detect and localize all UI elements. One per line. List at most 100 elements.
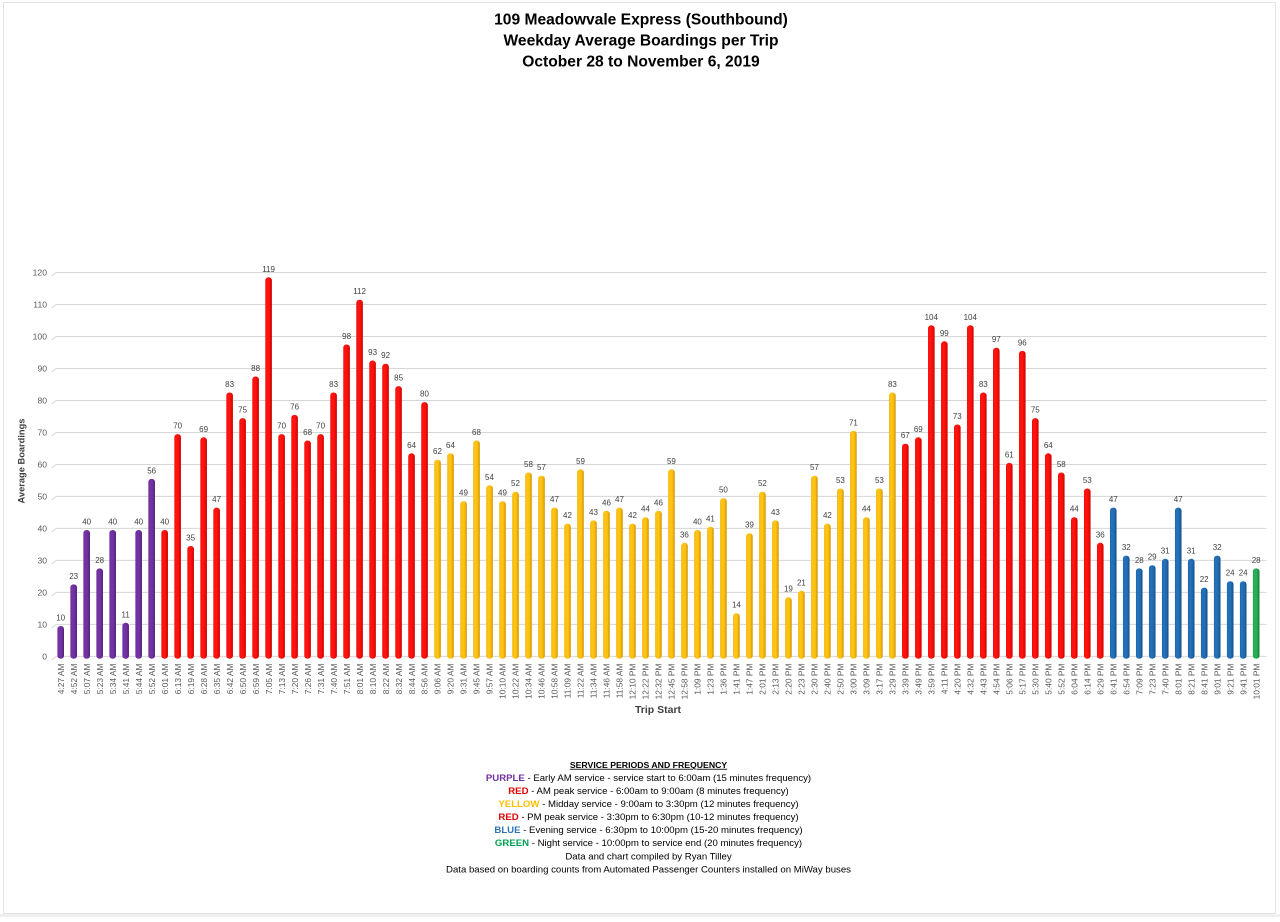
svg-text:47: 47: [615, 495, 624, 504]
svg-text:68: 68: [472, 428, 481, 437]
svg-text:24: 24: [1226, 569, 1235, 578]
svg-text:22: 22: [1200, 575, 1209, 584]
svg-text:60: 60: [37, 460, 47, 470]
svg-text:21: 21: [797, 578, 806, 587]
svg-text:3:59 PM: 3:59 PM: [927, 663, 937, 694]
svg-text:4:20 PM: 4:20 PM: [953, 663, 963, 694]
svg-text:58: 58: [1057, 460, 1066, 469]
svg-text:4:54 PM: 4:54 PM: [992, 663, 1002, 694]
svg-text:Average Boardings: Average Boardings: [17, 419, 27, 504]
svg-text:Trip Start: Trip Start: [635, 704, 682, 716]
svg-text:9:21 PM: 9:21 PM: [1225, 663, 1235, 694]
svg-text:8:01 PM: 8:01 PM: [1173, 663, 1183, 694]
svg-text:41: 41: [706, 514, 715, 523]
svg-text:RED - AM peak service - 6:00am: RED - AM peak service - 6:00am to 9:00am…: [508, 786, 788, 797]
svg-text:47: 47: [1109, 495, 1118, 504]
svg-text:6:14 PM: 6:14 PM: [1083, 663, 1093, 694]
svg-text:7:20 AM: 7:20 AM: [290, 663, 300, 694]
svg-text:Weekday Average Boardings per: Weekday Average Boardings per Trip: [503, 33, 778, 50]
svg-text:4:27 AM: 4:27 AM: [56, 663, 66, 694]
svg-text:69: 69: [199, 425, 208, 434]
svg-text:56: 56: [147, 466, 156, 475]
svg-text:8:22 AM: 8:22 AM: [381, 663, 391, 694]
svg-text:96: 96: [1018, 338, 1027, 347]
svg-text:98: 98: [342, 332, 351, 341]
svg-text:4:52 AM: 4:52 AM: [69, 663, 79, 694]
svg-text:43: 43: [771, 508, 780, 517]
svg-text:44: 44: [862, 505, 871, 514]
svg-text:97: 97: [992, 335, 1001, 344]
svg-text:3:39 PM: 3:39 PM: [901, 663, 911, 694]
svg-text:5:40 PM: 5:40 PM: [1044, 663, 1054, 694]
svg-text:50: 50: [37, 492, 47, 502]
svg-text:RED - PM peak service - 3:30pm: RED - PM peak service - 3:30pm to 6:30pm…: [498, 812, 798, 823]
svg-text:80: 80: [37, 396, 47, 406]
svg-text:70: 70: [37, 428, 47, 438]
svg-text:1:41 PM: 1:41 PM: [732, 663, 742, 694]
svg-text:73: 73: [953, 412, 962, 421]
svg-text:1:47 PM: 1:47 PM: [745, 663, 755, 694]
svg-text:YELLOW - Midday service - 9:00: YELLOW - Midday service - 9:00am to 3:30…: [498, 799, 798, 810]
svg-text:64: 64: [446, 441, 455, 450]
svg-text:52: 52: [758, 479, 767, 488]
svg-text:11:34 AM: 11:34 AM: [589, 663, 599, 698]
svg-text:49: 49: [498, 489, 507, 498]
svg-text:24: 24: [1239, 569, 1248, 578]
svg-text:7:51 AM: 7:51 AM: [342, 663, 352, 694]
svg-text:6:54 PM: 6:54 PM: [1122, 663, 1132, 694]
svg-text:4:43 PM: 4:43 PM: [979, 663, 989, 694]
svg-text:2:30 PM: 2:30 PM: [810, 663, 820, 694]
svg-text:58: 58: [524, 460, 533, 469]
svg-text:71: 71: [849, 418, 858, 427]
svg-text:93: 93: [368, 348, 377, 357]
svg-text:Data and chart compiled by Rya: Data and chart compiled by Ryan Tilley: [565, 851, 732, 862]
svg-text:110: 110: [33, 300, 47, 310]
svg-text:7:05 AM: 7:05 AM: [264, 663, 274, 694]
svg-text:88: 88: [251, 364, 260, 373]
svg-text:5:17 PM: 5:17 PM: [1018, 663, 1028, 694]
svg-text:83: 83: [979, 380, 988, 389]
svg-text:47: 47: [1174, 495, 1183, 504]
svg-text:6:41 PM: 6:41 PM: [1109, 663, 1119, 694]
svg-text:49: 49: [459, 489, 468, 498]
svg-text:20: 20: [37, 588, 47, 598]
svg-text:9:31 AM: 9:31 AM: [459, 663, 469, 694]
svg-text:8:10 AM: 8:10 AM: [368, 663, 378, 694]
svg-text:85: 85: [394, 374, 403, 383]
svg-text:32: 32: [1122, 543, 1131, 552]
svg-text:28: 28: [1135, 556, 1144, 565]
svg-text:47: 47: [212, 495, 221, 504]
svg-text:7:09 PM: 7:09 PM: [1135, 663, 1145, 694]
svg-text:PURPLE - Early AM service - se: PURPLE - Early AM service - service star…: [486, 773, 811, 784]
svg-text:5:30 PM: 5:30 PM: [1031, 663, 1041, 694]
svg-text:35: 35: [186, 534, 195, 543]
svg-text:9:45 AM: 9:45 AM: [472, 663, 482, 694]
svg-text:7:26 AM: 7:26 AM: [303, 663, 313, 694]
svg-text:6:50 AM: 6:50 AM: [238, 663, 248, 694]
svg-text:GREEN - Night service - 10:00p: GREEN - Night service - 10:00pm to servi…: [495, 838, 802, 849]
svg-text:3:29 PM: 3:29 PM: [888, 663, 898, 694]
svg-text:104: 104: [964, 313, 978, 322]
svg-text:7:40 AM: 7:40 AM: [329, 663, 339, 694]
svg-text:76: 76: [290, 402, 299, 411]
svg-text:7:40 PM: 7:40 PM: [1160, 663, 1170, 694]
svg-text:40: 40: [160, 518, 169, 527]
svg-text:28: 28: [95, 556, 104, 565]
svg-text:104: 104: [925, 313, 939, 322]
svg-text:46: 46: [602, 498, 611, 507]
svg-text:120: 120: [33, 268, 48, 278]
svg-text:6:29 PM: 6:29 PM: [1096, 663, 1106, 694]
svg-text:2:23 PM: 2:23 PM: [797, 663, 807, 694]
svg-text:23: 23: [69, 572, 78, 581]
svg-text:44: 44: [641, 505, 650, 514]
svg-text:October 28 to November 6, 2019: October 28 to November 6, 2019: [522, 54, 760, 71]
svg-text:64: 64: [1044, 441, 1053, 450]
svg-text:7:31 AM: 7:31 AM: [316, 663, 326, 694]
svg-text:70: 70: [277, 422, 286, 431]
svg-text:10:22 AM: 10:22 AM: [511, 663, 521, 698]
svg-text:SERVICE PERIODS AND FREQUENCY: SERVICE PERIODS AND FREQUENCY: [570, 760, 728, 770]
svg-text:10:58 AM: 10:58 AM: [550, 663, 560, 698]
svg-text:99: 99: [940, 329, 949, 338]
svg-text:BLUE - Evening service - 6:30p: BLUE - Evening service - 6:30pm to 10:00…: [494, 825, 802, 836]
svg-text:40: 40: [37, 524, 47, 534]
